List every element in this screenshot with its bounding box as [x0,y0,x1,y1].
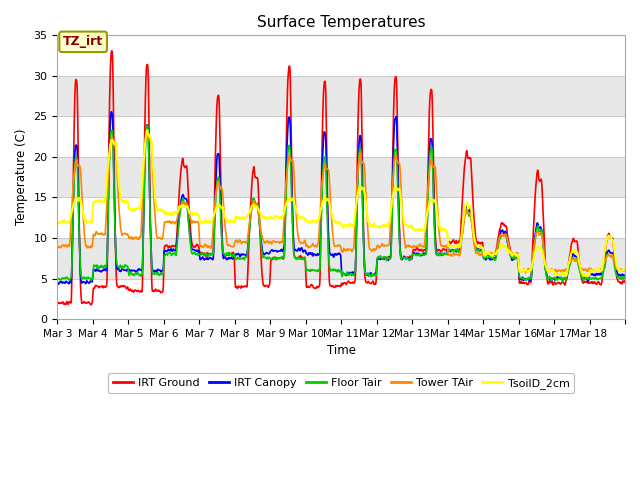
TsoilD_2cm [582,274,589,279]
IRT Ground [108,48,116,54]
Tower TAir [110,142,118,147]
Floor Tair [513,255,520,261]
Tower TAir [545,269,552,275]
IRT Ground [54,299,61,304]
Line: Tower TAir: Tower TAir [58,132,625,273]
IRT Canopy [54,281,61,287]
Y-axis label: Temperature (C): Temperature (C) [15,129,28,226]
TsoilD_2cm [376,224,383,229]
IRT Canopy [55,281,63,287]
IRT Canopy [108,109,115,115]
IRT Ground [376,255,383,261]
TsoilD_2cm [545,268,552,274]
Floor Tair [614,274,621,280]
Floor Tair [621,275,629,280]
TsoilD_2cm [233,215,241,221]
Floor Tair [376,255,383,261]
Line: IRT Canopy: IRT Canopy [58,112,625,284]
Bar [58,157,625,197]
Line: Floor Tair: Floor Tair [58,126,625,282]
TsoilD_2cm [614,264,621,270]
IRT Ground [545,280,552,286]
Floor Tair [233,256,241,262]
IRT Canopy [621,273,629,278]
Floor Tair [545,275,552,281]
Floor Tair [54,277,61,283]
IRT Ground [621,278,629,284]
IRT Ground [111,192,118,198]
TsoilD_2cm [54,220,61,226]
Legend: IRT Ground, IRT Canopy, Floor Tair, Tower TAir, TsoilD_2cm: IRT Ground, IRT Canopy, Floor Tair, Towe… [108,373,574,393]
TsoilD_2cm [110,141,118,146]
Tower TAir [513,252,520,258]
IRT Canopy [614,271,621,276]
Tower TAir [522,270,529,276]
IRT Ground [513,250,520,256]
IRT Ground [87,302,95,308]
TsoilD_2cm [621,266,629,272]
IRT Canopy [376,255,383,261]
Floor Tair [559,279,566,285]
IRT Canopy [233,252,241,257]
IRT Ground [614,276,621,282]
Tower TAir [54,244,61,250]
Tower TAir [233,237,241,243]
IRT Canopy [545,276,552,281]
Tower TAir [614,267,621,273]
Tower TAir [143,130,151,135]
X-axis label: Time: Time [326,344,356,357]
Bar [58,238,625,278]
Tower TAir [376,245,383,251]
Text: TZ_irt: TZ_irt [63,36,103,48]
Title: Surface Temperatures: Surface Temperatures [257,15,426,30]
TsoilD_2cm [513,252,520,258]
Floor Tair [110,190,118,195]
Line: TsoilD_2cm: TsoilD_2cm [58,130,625,276]
Tower TAir [621,267,629,273]
Bar [58,76,625,117]
IRT Canopy [111,205,118,211]
Floor Tair [143,123,150,129]
Line: IRT Ground: IRT Ground [58,51,625,305]
IRT Ground [233,285,241,291]
IRT Canopy [513,255,520,261]
TsoilD_2cm [143,127,151,133]
